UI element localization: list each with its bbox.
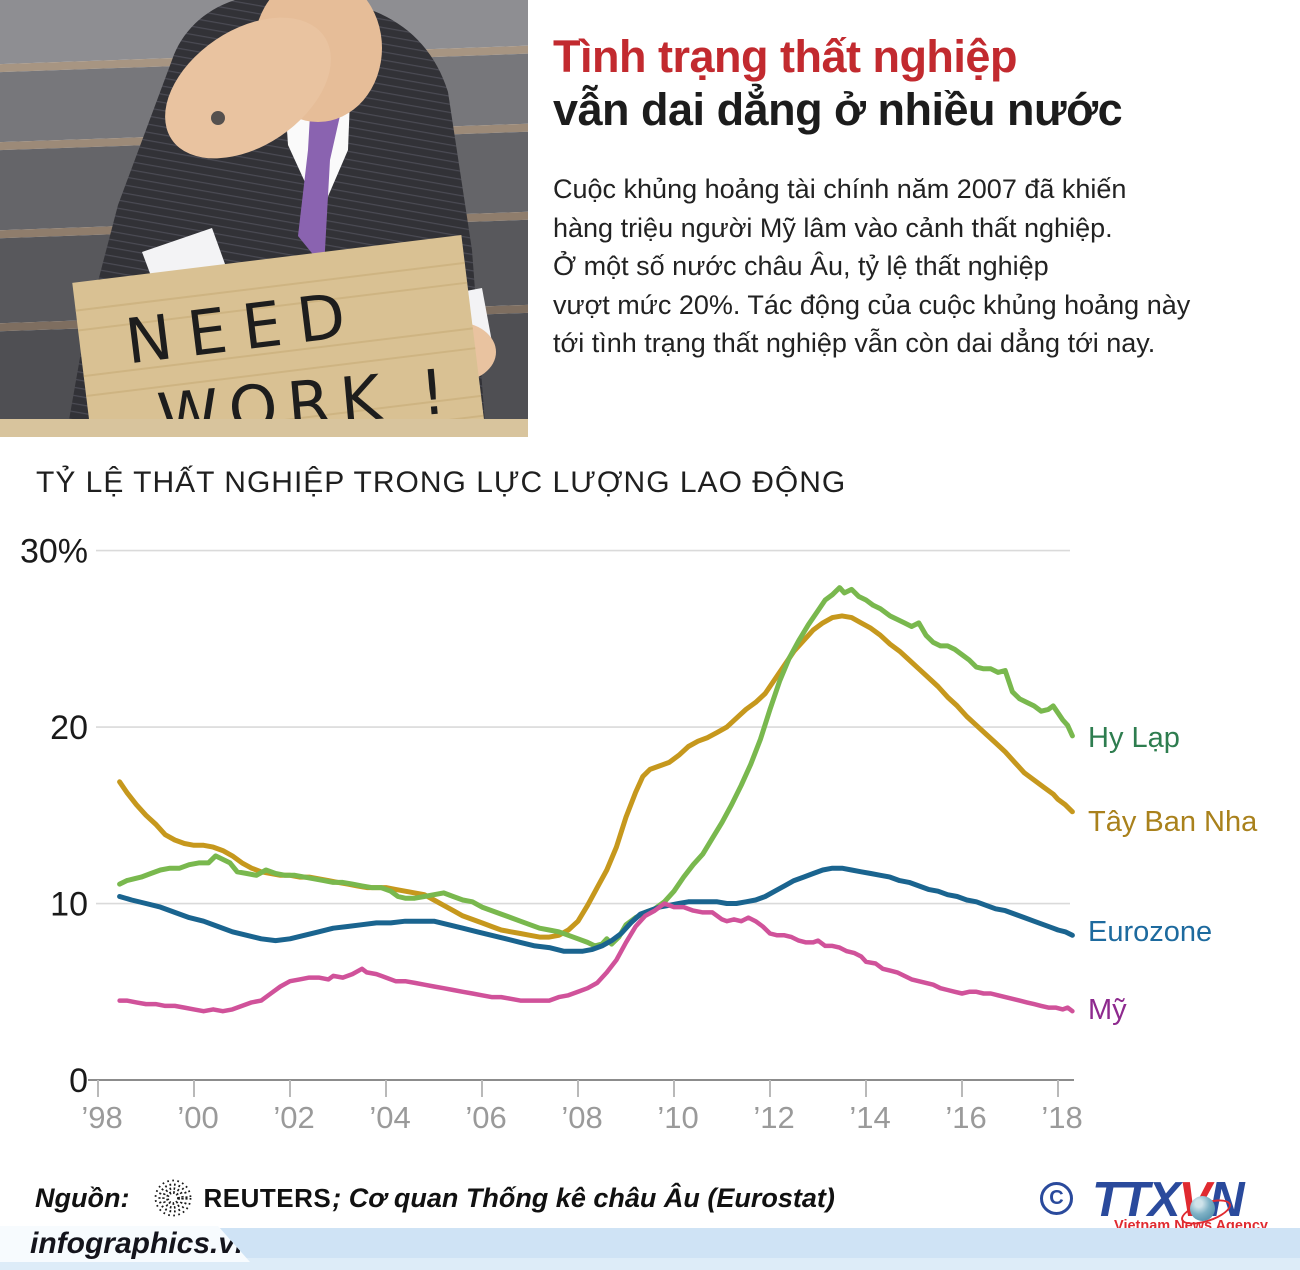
copyright-icon: C — [1040, 1182, 1073, 1215]
intro-line: vượt mức 20%. Tác động của cuộc khủng ho… — [553, 289, 1191, 320]
y-tick-label: 30% — [20, 533, 88, 571]
intro-line: hàng triệu người Mỹ lâm vào cảnh thất ng… — [553, 212, 1113, 243]
infographics-logo: infographics.vn — [30, 1227, 254, 1260]
intro-line: Ở một số nước châu Âu, tỷ lệ thất nghiệp — [553, 251, 1049, 281]
page-title: Tình trạng thất nghiệp vẫn dai dẳng ở nh… — [553, 30, 1283, 136]
photo-bottom-strip — [0, 419, 528, 437]
intro-line: Cuộc khủng hoảng tài chính năm 2007 đã k… — [553, 174, 1127, 204]
line-eurozone — [117, 865, 1075, 954]
gridlines — [96, 549, 1070, 905]
hand-on-face — [165, 17, 331, 159]
tie — [298, 80, 344, 268]
x-tick-label: ’02 — [273, 1100, 314, 1135]
photo-illustration: NEED WORK ! — [0, 0, 528, 437]
x-tick-label: ’08 — [561, 1100, 602, 1135]
legend-my: Mỹ — [1088, 994, 1127, 1026]
legend-tay-ban-nha: Tây Ban Nha — [1088, 806, 1258, 838]
page-title-line1: Tình trạng thất nghiệp — [553, 31, 1017, 82]
y-tick-label: 20 — [50, 709, 88, 747]
ttxvn-n: N — [1209, 1173, 1244, 1227]
x-tick-label: ’06 — [465, 1100, 506, 1135]
reuters-logo-icon — [155, 1179, 192, 1217]
x-tick-label: ’14 — [849, 1100, 890, 1135]
ttxvn-ttx: TTX — [1092, 1173, 1181, 1227]
series-lines — [117, 585, 1075, 1014]
y-tick-label: 0 — [69, 1062, 88, 1100]
line-my — [117, 901, 1075, 1014]
infographics-block: infographics.vn — [0, 1226, 250, 1262]
x-tick-label: ’00 — [177, 1100, 218, 1135]
x-tick-label: ’10 — [657, 1100, 698, 1135]
legend-eurozone: Eurozone — [1088, 916, 1213, 948]
source-label: Nguồn: — [35, 1182, 130, 1213]
legend-hy-lap: Hy Lạp — [1088, 722, 1180, 754]
source-text: ; Cơ quan Thống kê châu Âu (Eurostat) — [332, 1182, 835, 1213]
chart-title: TỶ LỆ THẤT NGHIỆP TRONG LỰC LƯỢNG LAO ĐỘ… — [36, 466, 847, 499]
source-row: Nguồn: REUTERS ; Cơ quan Thống kê châu Â… — [35, 1176, 835, 1220]
x-axis-labels: ’98 ’00 ’02 ’04 ’06 ’08 ’10 ’12 ’14 ’16 ’18 — [81, 1100, 1082, 1135]
x-tick-label: ’18 — [1041, 1100, 1082, 1135]
ring — [211, 111, 225, 125]
x-tick-label: ’98 — [81, 1100, 122, 1135]
x-tick-label: ’16 — [945, 1100, 986, 1135]
need-work-photo: NEED WORK ! — [0, 0, 528, 437]
intro-line: tới tình trạng thất nghiệp vẫn còn dai d… — [553, 328, 1156, 358]
bottom-bar-light-strip — [0, 1258, 1300, 1270]
y-tick-label: 10 — [50, 886, 88, 924]
page-title-line2: vẫn dai dẳng ở nhiều nước — [553, 84, 1123, 135]
ttxvn-branding: C TTXVN Vietnam News Agency — [1040, 1173, 1290, 1234]
globe-icon — [1190, 1196, 1215, 1221]
reuters-wordmark: REUTERS — [203, 1182, 332, 1213]
x-tick-label: ’04 — [369, 1100, 410, 1135]
axes — [88, 1079, 1074, 1097]
y-axis-labels: 30% 20 10 0 — [20, 533, 88, 1100]
x-tick-label: ’12 — [753, 1100, 794, 1135]
intro-paragraph: Cuộc khủng hoảng tài chính năm 2007 đã k… — [553, 170, 1293, 363]
